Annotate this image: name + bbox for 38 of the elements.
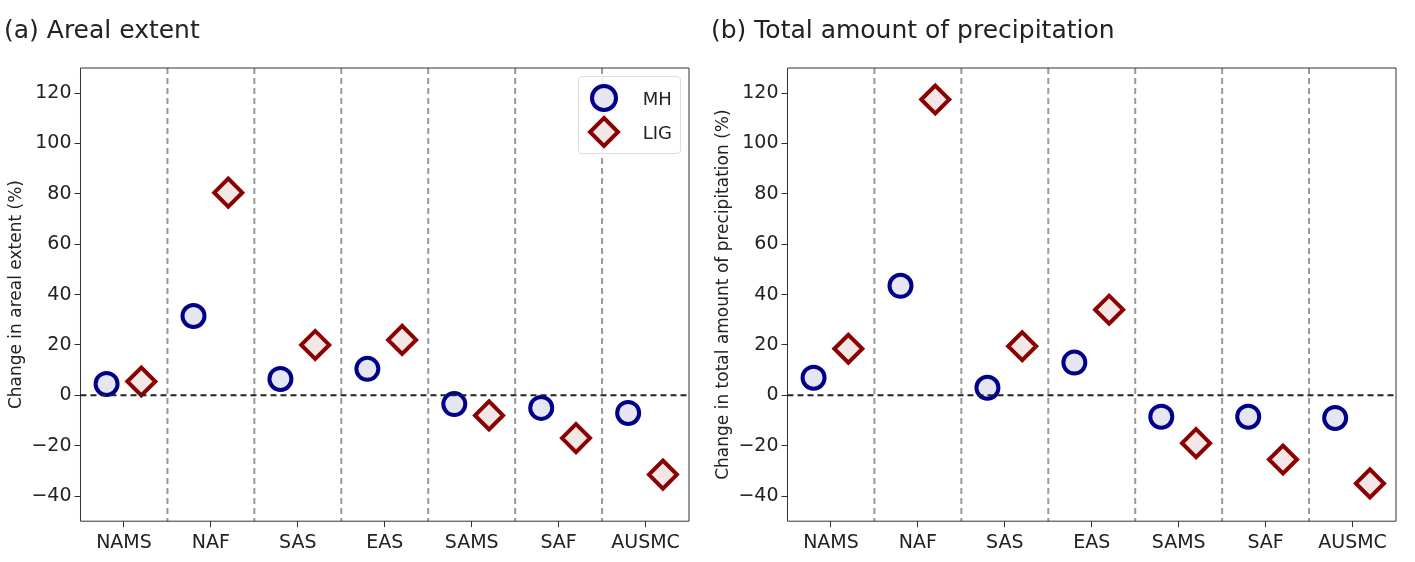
y-tick-label: 120 [742,80,779,103]
y-tick-label: 100 [742,130,779,153]
legend-label: MH [642,87,672,109]
y-tick-label: 20 [754,331,779,354]
x-tick-label: NAF [191,529,230,552]
chart-title: (a) Areal extent [4,14,200,44]
x-tick-label: SAS [986,529,1024,552]
legend-label: LIG [642,121,672,143]
x-tick-label: SAF [540,529,577,552]
x-tick-label: SAF [1247,529,1284,552]
y-tick-label: 40 [754,281,779,304]
y-tick-label: 80 [754,180,779,203]
y-axis-title: Change in areal extent (%) [4,180,25,410]
x-tick-label: SAS [279,529,317,552]
x-tick-label: EAS [366,529,404,552]
y-tick-label: −20 [738,432,779,455]
y-tick-label: 60 [47,231,72,254]
x-tick-label: NAMS [96,529,152,552]
y-tick-label: 40 [47,281,72,304]
x-tick-label: AUSMC [1318,529,1387,552]
y-tick-label: 120 [35,80,72,103]
y-tick-label: 20 [47,331,72,354]
x-tick-label: NAF [898,529,937,552]
x-tick-label: SAMS [444,529,499,552]
chart-title: (b) Total amount of precipitation [711,14,1115,44]
y-axis-title: Change in total amount of precipitation (%) [711,109,732,480]
x-tick-label: AUSMC [611,529,680,552]
y-tick-label: 60 [754,231,779,254]
y-tick-label: −40 [738,482,779,505]
y-tick-label: 100 [35,130,72,153]
y-tick-label: −40 [31,482,72,505]
x-tick-label: SAMS [1151,529,1206,552]
y-tick-label: 80 [47,180,72,203]
y-tick-label: 0 [59,382,72,405]
x-tick-label: EAS [1073,529,1111,552]
x-tick-label: NAMS [803,529,859,552]
y-tick-label: −20 [31,432,72,455]
y-tick-label: 0 [766,382,779,405]
